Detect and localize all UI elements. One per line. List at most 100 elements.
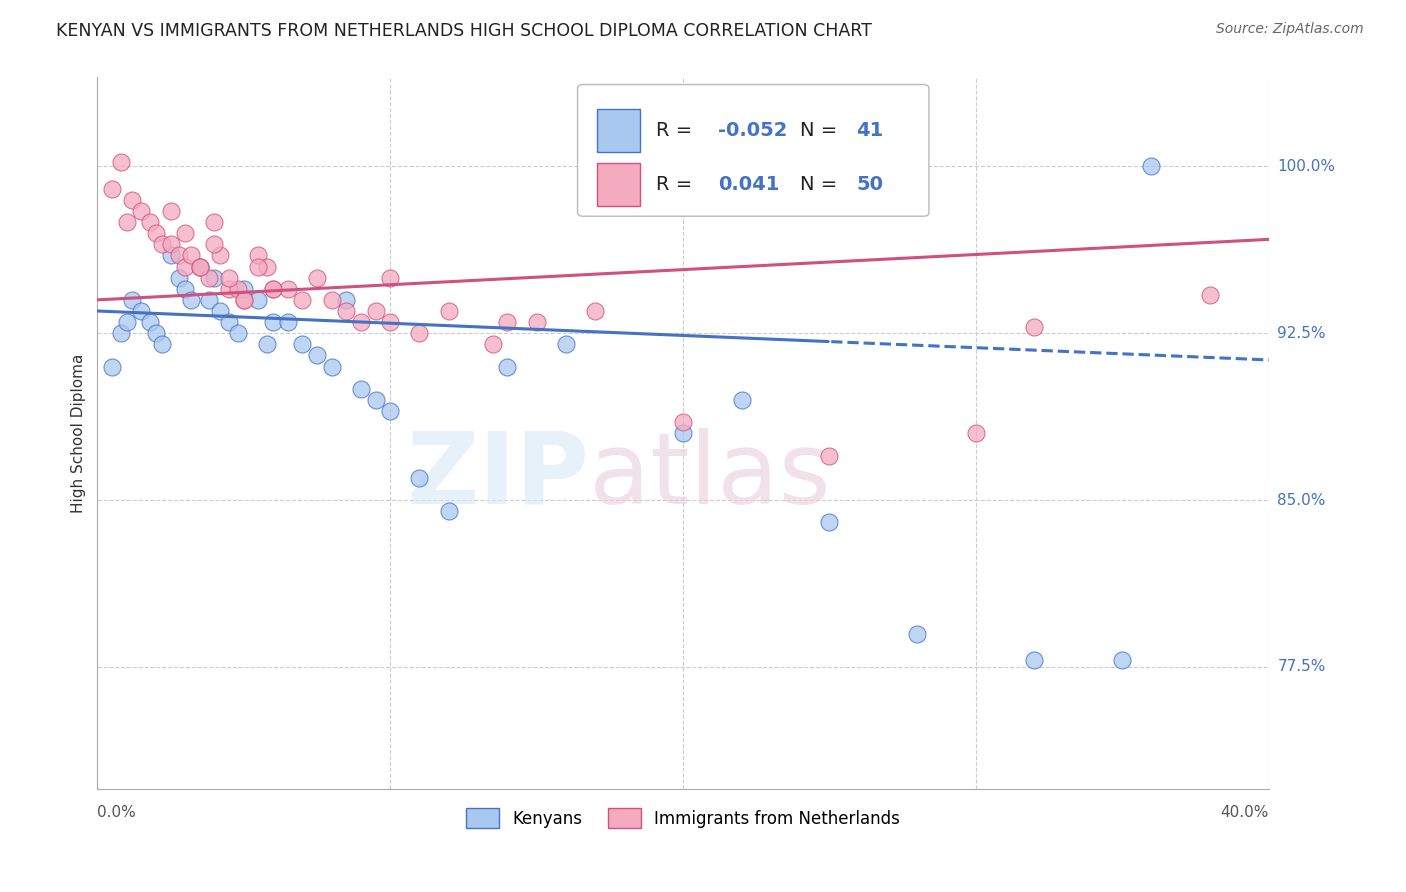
Point (818, 449, 841, 463)
Text: 92.5%: 92.5% (1278, 326, 1326, 341)
Point (174, 282, 197, 296)
Point (110, 155, 132, 169)
Point (129, 203, 152, 218)
Text: 0.041: 0.041 (718, 175, 779, 194)
Point (121, 193, 143, 207)
Point (204, 215, 226, 229)
Point (174, 226, 197, 240)
Point (408, 326, 430, 341)
Point (232, 293, 254, 307)
Text: 41: 41 (856, 121, 883, 140)
Point (672, 415, 695, 429)
Bar (598, 163, 640, 205)
Point (159, 203, 181, 218)
Point (129, 304, 152, 318)
Point (174, 260, 197, 274)
Point (321, 359, 343, 374)
Text: N =: N = (800, 121, 844, 140)
Point (150, 237, 173, 252)
Point (1140, 160, 1163, 174)
Point (350, 315, 373, 329)
Text: 40.0%: 40.0% (1220, 805, 1268, 820)
Point (226, 326, 249, 341)
Point (139, 315, 162, 329)
Text: 100.0%: 100.0% (1278, 159, 1336, 174)
Point (204, 237, 226, 252)
Point (1199, 288, 1222, 302)
Point (115, 215, 138, 229)
Point (262, 315, 284, 329)
Point (232, 293, 254, 307)
Point (256, 260, 278, 274)
Text: KENYAN VS IMMIGRANTS FROM NETHERLANDS HIGH SCHOOL DIPLOMA CORRELATION CHART: KENYAN VS IMMIGRANTS FROM NETHERLANDS HI… (56, 22, 872, 40)
Point (110, 326, 132, 341)
Point (247, 260, 270, 274)
Point (232, 282, 254, 296)
Point (169, 248, 191, 262)
Point (218, 315, 240, 329)
Point (277, 282, 299, 296)
Text: 85.0%: 85.0% (1278, 492, 1326, 508)
Point (291, 337, 314, 351)
Point (554, 337, 576, 351)
Text: -0.052: -0.052 (718, 121, 787, 140)
Text: ZIP: ZIP (406, 427, 589, 524)
Point (101, 359, 124, 374)
Text: Source: ZipAtlas.com: Source: ZipAtlas.com (1216, 22, 1364, 37)
Point (378, 315, 401, 329)
Point (159, 248, 181, 262)
Point (145, 326, 167, 341)
Point (291, 293, 314, 307)
Point (262, 282, 284, 296)
Point (218, 270, 240, 285)
Point (188, 260, 211, 274)
Point (672, 426, 695, 441)
Point (115, 315, 138, 329)
Point (321, 293, 343, 307)
Legend: Kenyans, Immigrants from Netherlands: Kenyans, Immigrants from Netherlands (460, 802, 907, 834)
Point (145, 226, 167, 240)
Point (905, 626, 928, 640)
Point (496, 359, 519, 374)
Point (965, 426, 987, 441)
Point (526, 315, 548, 329)
Point (364, 392, 387, 407)
Point (169, 270, 191, 285)
Text: 77.5%: 77.5% (1278, 659, 1326, 674)
Point (247, 248, 270, 262)
Point (197, 293, 219, 307)
Point (180, 248, 202, 262)
Point (305, 349, 328, 363)
Bar (598, 110, 640, 153)
Point (277, 315, 299, 329)
Text: 50: 50 (856, 175, 883, 194)
Point (1024, 319, 1046, 334)
Point (121, 293, 143, 307)
Text: N =: N = (800, 175, 844, 194)
Point (378, 270, 401, 285)
Point (101, 181, 124, 195)
Point (818, 516, 841, 530)
Point (350, 382, 373, 396)
Point (305, 270, 328, 285)
Point (159, 237, 181, 252)
Point (226, 282, 249, 296)
Point (364, 304, 387, 318)
Point (730, 392, 752, 407)
Y-axis label: High School Diploma: High School Diploma (72, 353, 86, 513)
Point (256, 337, 278, 351)
Point (437, 504, 460, 518)
Point (188, 260, 211, 274)
Point (496, 315, 519, 329)
Text: atlas: atlas (589, 427, 831, 524)
Point (481, 337, 503, 351)
Text: R =: R = (657, 121, 699, 140)
Point (583, 304, 606, 318)
Point (335, 304, 357, 318)
FancyBboxPatch shape (578, 85, 929, 216)
Point (188, 260, 211, 274)
Point (378, 404, 401, 418)
Text: 0.0%: 0.0% (97, 805, 136, 820)
Point (1024, 653, 1046, 667)
Point (437, 304, 460, 318)
